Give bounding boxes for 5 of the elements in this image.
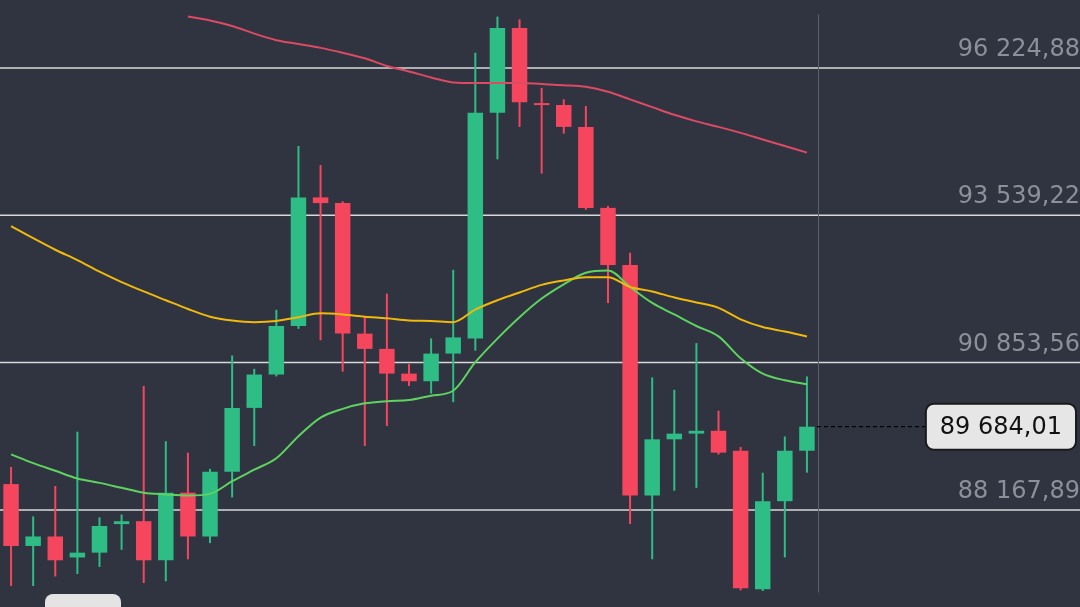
y-tick-label: 93 539,22 bbox=[957, 181, 1080, 210]
ref-line-label: 89 684,01 bbox=[939, 411, 1063, 440]
y-tick-label: 96 224,88 bbox=[957, 34, 1080, 63]
y-tick-label: 88 167,89 bbox=[957, 476, 1080, 505]
y-tick-label: 90 853,56 bbox=[957, 328, 1080, 357]
